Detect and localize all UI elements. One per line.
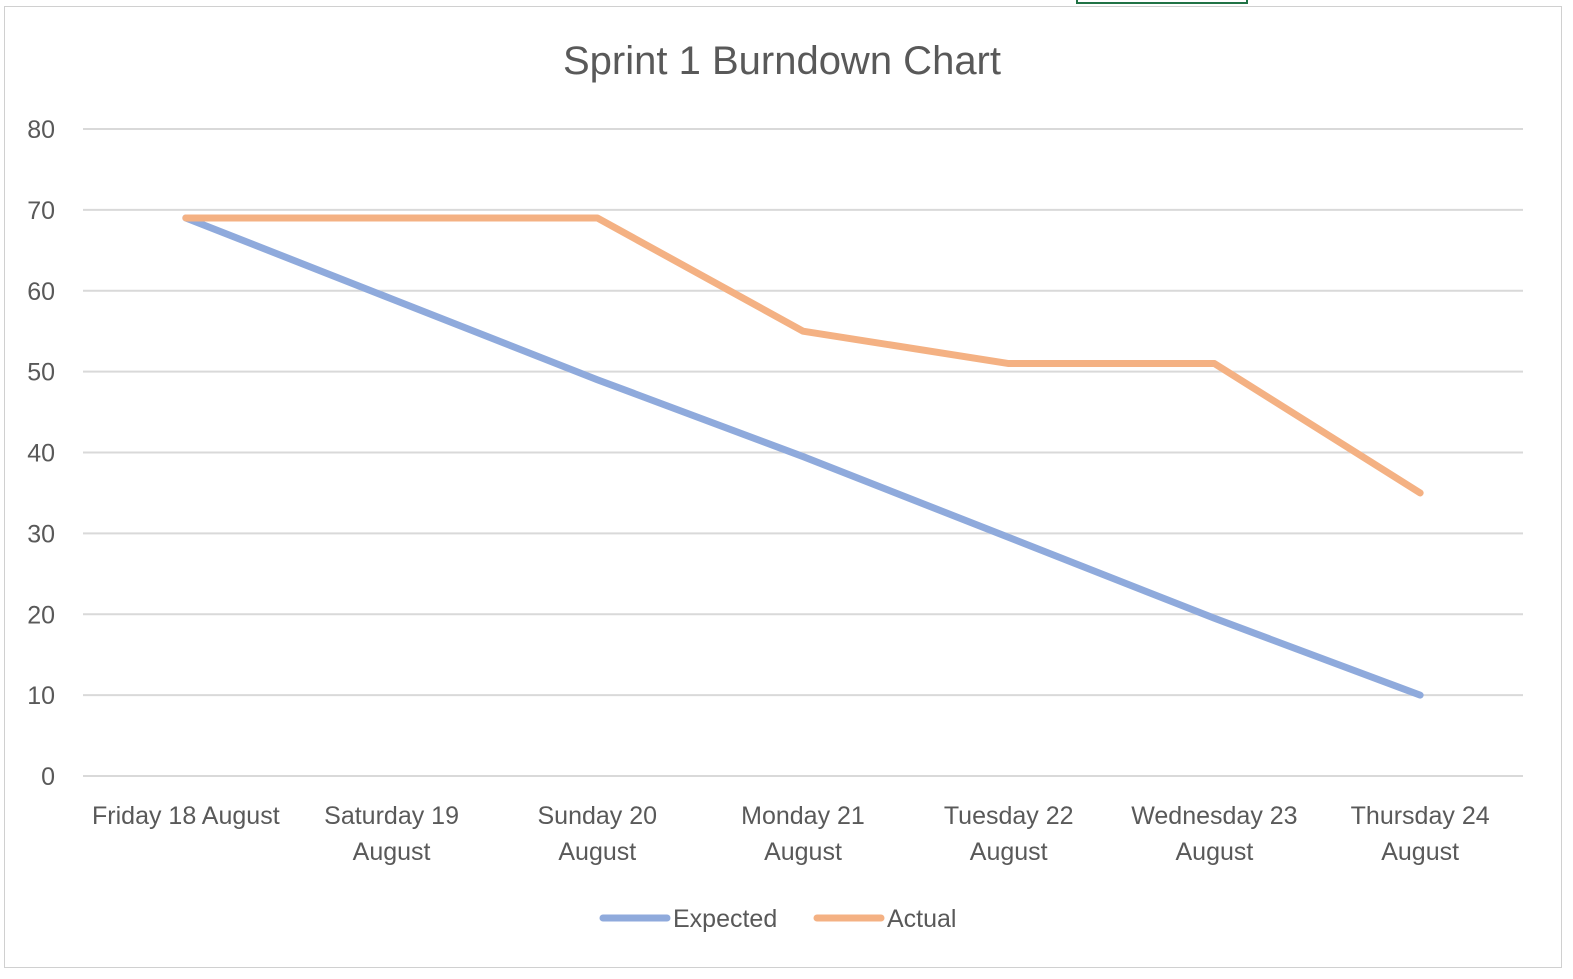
- gridlines: [83, 128, 1523, 777]
- x-tick-label: Wednesday 23: [1131, 802, 1297, 830]
- y-tick-label-40: 40: [27, 440, 55, 468]
- y-tick-label-70: 70: [27, 197, 55, 225]
- y-tick-label-10: 10: [27, 682, 55, 710]
- x-tick-label: Thursday 24: [1351, 802, 1490, 830]
- x-tick-label: Monday 21: [741, 802, 865, 830]
- y-tick-label-30: 30: [27, 520, 55, 548]
- x-tick-label: Friday 18 August: [92, 802, 280, 830]
- x-tick-label: Tuesday 22: [944, 802, 1074, 830]
- x-tick-label: August: [970, 838, 1048, 866]
- x-tick-label: August: [558, 838, 636, 866]
- y-tick-label-0: 0: [41, 763, 55, 791]
- x-axis-tick-labels: Friday 18 August Saturday 19 August Sunday …: [92, 802, 1490, 866]
- legend-label-expected: Expected: [673, 905, 777, 933]
- selected-cell-indicator[interactable]: [1076, 0, 1248, 4]
- chart-svg: Sprint 1 Burndown Chart 0 10 20 30 40 50 60 70 8…: [27, 39, 1523, 933]
- y-tick-label-50: 50: [27, 359, 55, 387]
- x-tick-label: August: [1176, 838, 1254, 866]
- y-tick-label-80: 80: [27, 116, 55, 144]
- chart-title: Sprint 1 Burndown Chart: [563, 39, 1001, 83]
- x-tick-label: August: [353, 838, 431, 866]
- x-tick-label: August: [1381, 838, 1459, 866]
- y-tick-label-20: 20: [27, 601, 55, 629]
- x-tick-label: Saturday 19: [324, 802, 459, 830]
- series-lines: [182, 214, 1424, 699]
- y-tick-label-60: 60: [27, 278, 55, 306]
- legend: Expected Actual: [599, 905, 956, 933]
- legend-label-actual: Actual: [887, 905, 956, 933]
- chart-area[interactable]: Sprint 1 Burndown Chart 0 10 20 30 40 50 60 70 8…: [4, 6, 1562, 968]
- y-axis-tick-labels: 0 10 20 30 40 50 60 70 80: [27, 116, 55, 791]
- x-tick-label: August: [764, 838, 842, 866]
- x-tick-label: Sunday 20: [538, 802, 658, 830]
